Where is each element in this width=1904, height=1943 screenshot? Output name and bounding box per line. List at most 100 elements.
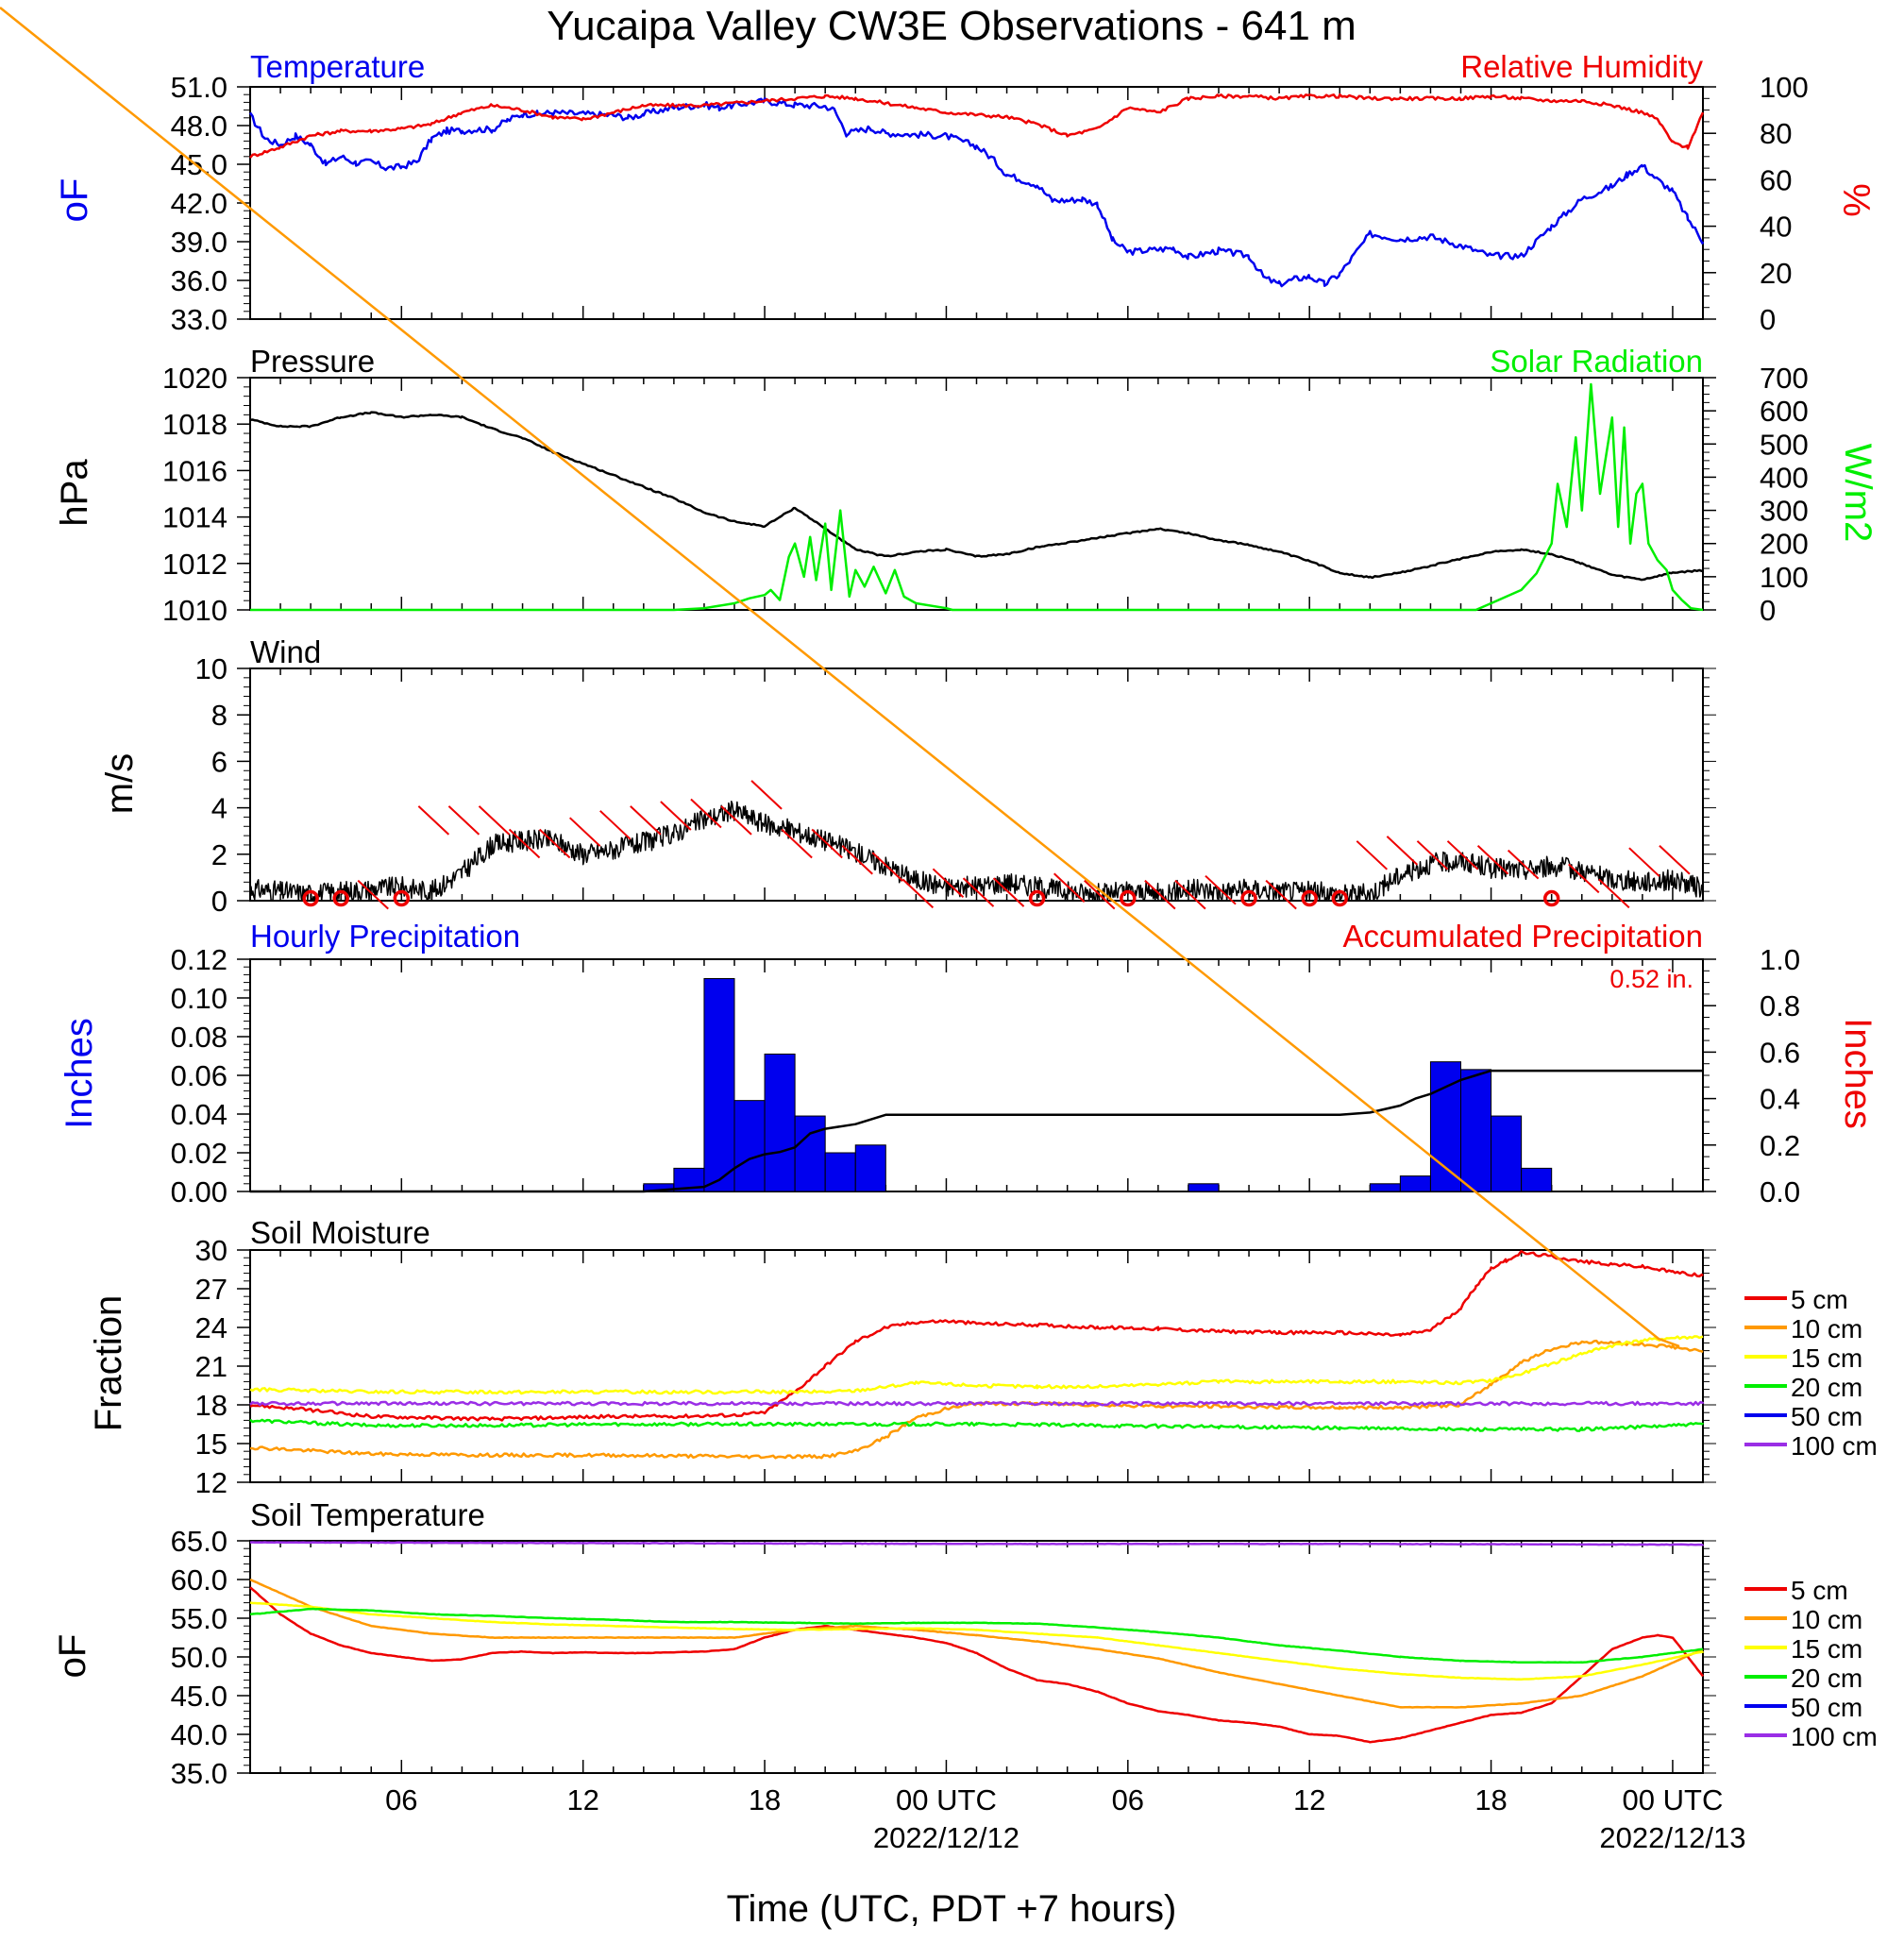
legend-label: 10 cm bbox=[1791, 1605, 1862, 1634]
precip-bar bbox=[854, 1144, 886, 1192]
wind-panel: Wind m/s 10 8 6 4 2 0 bbox=[99, 634, 1716, 918]
y-tick-label: 24 bbox=[195, 1311, 227, 1344]
plot-frame bbox=[249, 86, 1704, 320]
soil-moisture-panel: Soil Moisture Fraction 30 27 24 21 18 15 12 bbox=[88, 1215, 1716, 1499]
wind-barb bbox=[660, 801, 692, 831]
y-tick-label: 1016 bbox=[162, 454, 227, 487]
wind-title: Wind bbox=[250, 634, 321, 669]
x-tick-label: 06 bbox=[385, 1783, 417, 1816]
plot-frame bbox=[249, 377, 1704, 611]
wind-barb bbox=[447, 805, 480, 836]
y-tick-label: 18 bbox=[195, 1389, 227, 1422]
y-tick-label: 1012 bbox=[162, 548, 227, 581]
y-tick-label: 2 bbox=[211, 838, 227, 871]
x-tick-label: 00 UTC bbox=[1623, 1783, 1724, 1816]
precip-ylabel: Inches bbox=[59, 1018, 100, 1129]
wind-barb bbox=[1174, 879, 1206, 910]
humidity-ylabel: % bbox=[1835, 183, 1877, 217]
15-cm-line bbox=[249, 1601, 1705, 1681]
accum-precip-title: Accumulated Precipitation bbox=[1342, 919, 1703, 954]
wind-barb bbox=[750, 780, 783, 810]
wind-barb bbox=[357, 879, 389, 910]
y-right-tick-label: 20 bbox=[1760, 257, 1792, 290]
y-tick-label: 1014 bbox=[162, 501, 227, 534]
x-tick-label: 18 bbox=[749, 1783, 781, 1816]
wind-barb bbox=[841, 844, 873, 875]
wind-barb bbox=[781, 828, 813, 859]
x-tick-label: 18 bbox=[1474, 1783, 1507, 1816]
precip-bar bbox=[794, 1115, 826, 1192]
y-tick-label: 1018 bbox=[162, 408, 227, 441]
100-cm-line bbox=[249, 1541, 1705, 1546]
calm-wind-marker bbox=[1028, 889, 1046, 907]
y-tick-label: 45.0 bbox=[171, 1680, 227, 1713]
wind-barb bbox=[1446, 840, 1479, 870]
wind-barb bbox=[962, 877, 995, 907]
20-cm-line bbox=[249, 1418, 1705, 1432]
15-cm-line bbox=[249, 1335, 1704, 1395]
precip-bar bbox=[1188, 1183, 1220, 1192]
y-tick-label: 33.0 bbox=[171, 303, 227, 336]
wind-barb bbox=[1568, 863, 1600, 894]
y-tick-label: 0.04 bbox=[171, 1098, 227, 1131]
pressure-solar-panel: Pressure Solar Radiation hPa W/m2 1020 10… bbox=[54, 344, 1879, 627]
hourly-precip-title: Hourly Precipitation bbox=[250, 919, 520, 954]
wind-barb bbox=[1598, 878, 1630, 909]
y-right-tick-label: 0.4 bbox=[1760, 1083, 1800, 1116]
legend-label: 5 cm bbox=[1791, 1285, 1848, 1314]
wind-barb bbox=[1416, 840, 1449, 870]
wind-barb bbox=[478, 805, 511, 836]
plot-frame bbox=[249, 1249, 1704, 1483]
y-right-tick-label: 0.2 bbox=[1760, 1129, 1800, 1162]
calm-wind-marker bbox=[302, 889, 319, 907]
y-tick-label: 0.12 bbox=[171, 943, 227, 976]
wind-barb bbox=[1053, 872, 1086, 903]
accum-precip-total: 0.52 in. bbox=[1609, 965, 1693, 993]
legend-label: 5 cm bbox=[1791, 1576, 1848, 1605]
accum-precip-ylabel: Inches bbox=[1837, 1018, 1879, 1129]
soil-temperature-ylabel: oF bbox=[52, 1634, 93, 1679]
precip-bar bbox=[824, 1152, 856, 1192]
y-tick-label: 40.0 bbox=[171, 1718, 227, 1751]
wind-barb bbox=[1265, 879, 1297, 910]
precip-bar bbox=[733, 1100, 766, 1192]
precip-bar bbox=[703, 978, 735, 1192]
calm-wind-marker bbox=[1120, 889, 1137, 907]
precip-bar bbox=[1369, 1183, 1401, 1192]
y-tick-label: 65.0 bbox=[171, 1525, 227, 1558]
precip-bar bbox=[764, 1053, 796, 1192]
y-right-tick-label: 400 bbox=[1760, 461, 1809, 494]
soil-temperature-title: Soil Temperature bbox=[250, 1497, 485, 1532]
wind-barb bbox=[599, 810, 632, 840]
temperature-title: Temperature bbox=[250, 49, 425, 84]
y-tick-label: 0.06 bbox=[171, 1059, 227, 1092]
y-tick-label: 8 bbox=[211, 699, 227, 732]
wind-barb bbox=[871, 852, 903, 882]
wind-barb bbox=[811, 828, 843, 859]
legend-label: 15 cm bbox=[1791, 1343, 1862, 1373]
y-tick-label: 1010 bbox=[162, 594, 227, 627]
solar-title: Solar Radiation bbox=[1490, 344, 1703, 379]
y-tick-label: 1020 bbox=[162, 362, 227, 395]
accumulated-precipitation-line bbox=[250, 1069, 1703, 1193]
calm-wind-marker bbox=[1542, 889, 1560, 907]
y-tick-label: 27 bbox=[195, 1273, 227, 1306]
x-date-label: 2022/12/12 bbox=[873, 1821, 1019, 1854]
10-cm-line bbox=[249, 1339, 1704, 1460]
legend-label: 50 cm bbox=[1791, 1693, 1862, 1722]
y-right-tick-label: 0 bbox=[1760, 303, 1776, 336]
soil-moisture-title: Soil Moisture bbox=[250, 1215, 430, 1250]
y-right-tick-label: 1.0 bbox=[1760, 943, 1800, 976]
temperature-humidity-panel: Temperature Relative Humidity oF % 51.0 4… bbox=[54, 49, 1877, 336]
wind-barb bbox=[1084, 879, 1116, 910]
5-cm-line bbox=[249, 1250, 1704, 1422]
y-tick-label: 10 bbox=[195, 652, 227, 685]
100-cm-line bbox=[249, 1400, 1705, 1407]
wind-barb bbox=[1507, 849, 1540, 880]
temperature-ylabel: oF bbox=[54, 178, 95, 223]
y-right-tick-label: 80 bbox=[1760, 117, 1792, 150]
wind-barb bbox=[690, 798, 722, 829]
y-tick-label: 60.0 bbox=[171, 1563, 227, 1597]
